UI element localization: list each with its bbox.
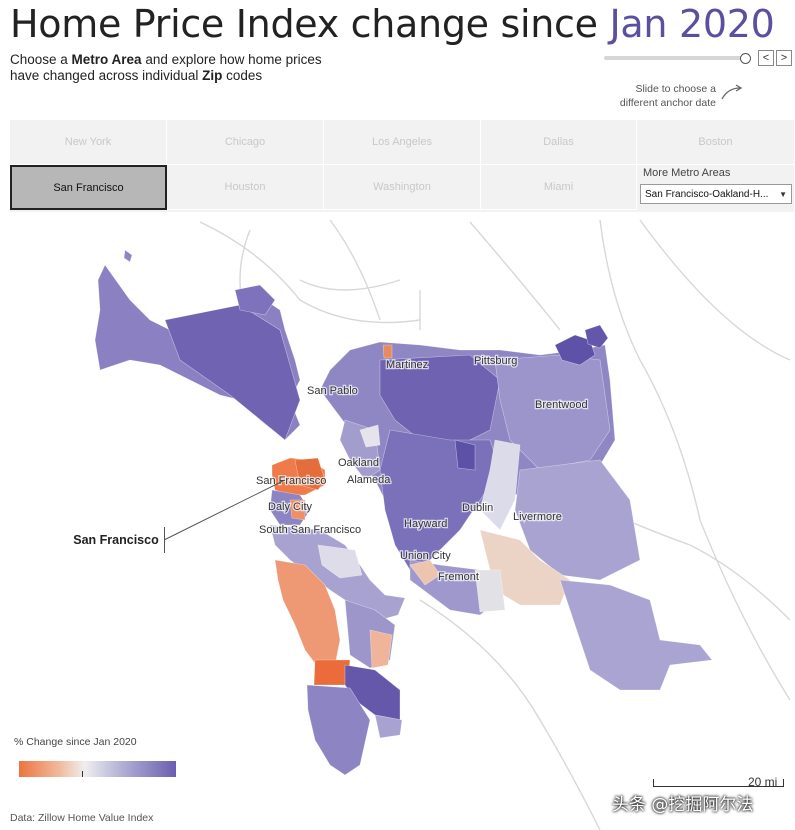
metro-row-1: New York Chicago Los Angeles Dallas Bost… [10,120,794,165]
metro-san-francisco[interactable]: San Francisco [10,165,167,210]
dropdown-caret-icon: ▼ [779,190,787,199]
slider-hint: Slide to choose a different anchor date [619,83,716,109]
city-label-union-city: Union City [400,550,451,562]
city-label-fremont: Fremont [438,571,479,583]
more-metro-value: San Francisco-Oakland-H... [645,189,769,200]
data-source-note: Data: Zillow Home Value Index [10,812,154,824]
city-label-dublin: Dublin [462,502,493,514]
city-label-livermore: Livermore [513,511,562,523]
date-slider-handle[interactable] [740,53,751,64]
scale-bar [653,786,784,787]
more-metro-dropdown[interactable]: San Francisco-Oakland-H... ▼ [640,184,792,204]
watermark: 头条 @挖掘阿尔法 [612,795,754,815]
date-slider-track[interactable] [604,56,744,60]
subtitle: Choose a Metro Area and explore how home… [10,52,322,83]
zip-code-map[interactable]: Martinez Pittsburg San Pablo Brentwood O… [0,215,795,830]
metro-houston[interactable]: Houston [167,165,324,210]
metro-dallas[interactable]: Dallas [481,120,637,165]
scale-bar-tick-right [783,779,784,787]
city-labels: Martinez Pittsburg San Pablo Brentwood O… [255,354,589,585]
city-label-brentwood: Brentwood [535,399,588,411]
metro-boston[interactable]: Boston [637,120,794,165]
curved-arrow-icon [721,84,743,100]
scale-bar-tick-left [653,779,654,787]
city-label-san-pablo: San Pablo [307,385,358,397]
selected-zip-callout: San Francisco [68,527,165,553]
city-label-martinez: Martinez [386,359,428,371]
page-title: Home Price Index change since Jan 2020 [10,2,775,46]
next-date-button[interactable]: > [776,50,792,66]
prev-date-button[interactable]: < [758,50,774,66]
city-label-hayward: Hayward [404,518,447,530]
city-label-alameda: Alameda [347,474,391,486]
metro-miami[interactable]: Miami [481,165,637,210]
city-label-oakland: Oakland [338,457,379,469]
city-label-daly-city: Daly City [268,501,313,513]
region-polygons [94,249,713,776]
city-label-pittsburg: Pittsburg [474,355,517,367]
city-label-south-san-francisco: South San Francisco [259,524,361,536]
more-metro-label: More Metro Areas [643,167,731,179]
metro-washington[interactable]: Washington [324,165,481,210]
legend-zero-tick [82,771,83,777]
anchor-date: Jan 2020 [609,2,775,46]
legend-title: % Change since Jan 2020 [14,736,137,748]
callout-leader-line [163,479,286,541]
metro-new-york[interactable]: New York [10,120,167,165]
metro-selector: New York Chicago Los Angeles Dallas Bost… [10,120,794,212]
city-label-san-francisco: San Francisco [256,475,326,487]
metro-row-2: San Francisco Houston Washington Miami [10,165,794,210]
scale-bar-label: 20 mi [748,775,778,789]
legend-color-ramp [19,761,176,777]
metro-los-angeles[interactable]: Los Angeles [324,120,481,165]
metro-chicago[interactable]: Chicago [167,120,324,165]
